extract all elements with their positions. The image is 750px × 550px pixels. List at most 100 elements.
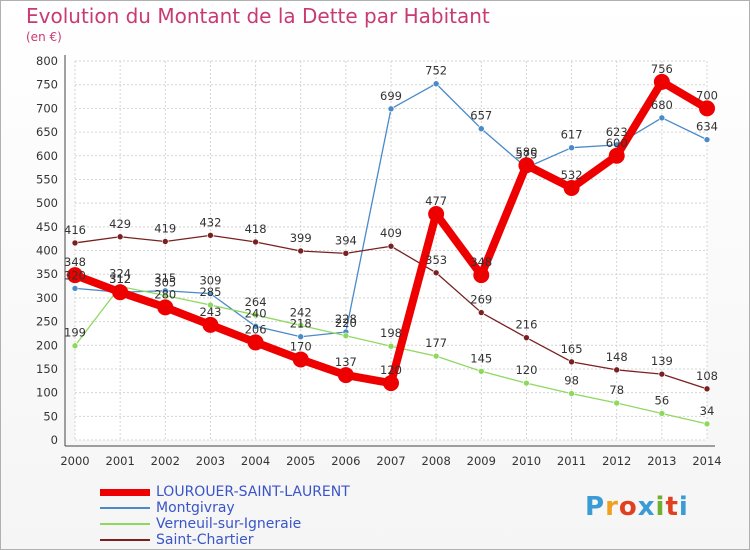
data-label: 324 <box>109 267 131 281</box>
data-point <box>157 299 174 316</box>
data-label: 198 <box>380 326 402 340</box>
data-label: 399 <box>290 231 312 245</box>
data-label: 269 <box>470 293 492 307</box>
data-label: 432 <box>199 215 221 229</box>
data-label: 137 <box>335 355 357 369</box>
data-label: 600 <box>606 136 628 150</box>
legend-label: LOUROUER-SAINT-LAURENT <box>156 484 350 500</box>
data-label: 312 <box>109 272 131 286</box>
logo-letter: i <box>678 492 689 522</box>
legend-swatch <box>100 488 150 496</box>
x-tick-label: 2002 <box>151 454 180 468</box>
data-label: 418 <box>245 222 267 236</box>
logo-letter: r <box>605 492 619 522</box>
data-label: 575 <box>515 148 537 162</box>
y-tick-label: 350 <box>36 267 58 281</box>
data-point <box>292 351 309 368</box>
data-point <box>116 233 124 241</box>
data-point <box>297 247 305 255</box>
data-point <box>207 301 214 309</box>
proxiti-logo: Proxiti <box>585 492 689 522</box>
y-tick-label: 50 <box>43 409 58 423</box>
data-label: 394 <box>335 233 357 247</box>
data-label: 305 <box>154 276 176 290</box>
data-label: 416 <box>64 223 86 237</box>
data-point <box>161 292 169 299</box>
data-label: 228 <box>335 312 357 326</box>
legend-label: Saint-Chartier <box>156 532 254 548</box>
data-point <box>71 342 79 350</box>
data-point <box>207 232 214 239</box>
data-label: 78 <box>609 383 624 397</box>
data-point <box>613 366 621 374</box>
data-label: 242 <box>290 305 312 319</box>
y-tick-label: 0 <box>51 433 58 447</box>
data-label: 680 <box>651 98 673 112</box>
data-label: 285 <box>199 285 221 299</box>
x-tick-label: 2014 <box>692 454 721 468</box>
data-point <box>658 114 666 122</box>
data-point <box>71 285 79 292</box>
y-tick-label: 750 <box>36 78 58 92</box>
data-label: 657 <box>470 109 492 123</box>
data-point <box>207 290 214 297</box>
legend: LOUROUER-SAINT-LAURENT Montgivray Verneuil… <box>100 484 400 548</box>
x-tick-label: 2004 <box>241 454 270 468</box>
x-tick-label: 2013 <box>647 454 676 468</box>
legend-swatch <box>100 523 150 525</box>
data-label: 218 <box>290 317 312 331</box>
data-label: 309 <box>199 274 221 288</box>
data-point <box>252 238 259 246</box>
y-tick-label: 550 <box>36 172 58 186</box>
legend-label: Verneuil-sur-Igneraie <box>156 516 302 532</box>
y-tick-label: 450 <box>36 220 58 234</box>
data-point <box>518 157 535 174</box>
data-point <box>297 322 305 329</box>
y-tick-label: 650 <box>36 125 58 139</box>
data-label: 623 <box>606 125 628 139</box>
data-point <box>477 309 485 316</box>
data-label: 312 <box>109 272 131 286</box>
data-point <box>608 147 625 164</box>
legend-swatch <box>100 507 150 509</box>
data-label: 634 <box>696 120 718 134</box>
data-point <box>337 367 354 384</box>
data-point <box>387 242 395 250</box>
x-tick-label: 2010 <box>512 454 541 468</box>
logo-letter: t <box>665 492 679 522</box>
x-tick-label: 2012 <box>602 454 631 468</box>
data-point <box>342 332 350 340</box>
logo-letter: P <box>585 492 606 522</box>
logo-letter: o <box>618 492 638 522</box>
data-label: 419 <box>154 221 176 235</box>
data-point <box>428 206 445 223</box>
x-tick-label: 2001 <box>106 454 135 468</box>
data-point <box>202 316 219 333</box>
data-point <box>383 375 399 392</box>
data-label: 120 <box>515 363 537 377</box>
data-label: 165 <box>561 342 583 356</box>
data-label: 280 <box>154 287 176 301</box>
data-point <box>703 136 711 143</box>
data-point <box>297 333 305 341</box>
data-label: 532 <box>561 168 583 182</box>
data-point <box>432 269 440 277</box>
data-label: 220 <box>335 316 357 330</box>
data-label: 148 <box>606 350 628 364</box>
x-tick-label: 2000 <box>60 454 89 468</box>
data-point <box>613 399 621 407</box>
y-tick-label: 400 <box>36 244 58 258</box>
data-label: 139 <box>651 354 673 368</box>
data-label: 429 <box>109 217 131 231</box>
y-tick-label: 600 <box>36 149 58 163</box>
data-label: 177 <box>425 336 447 350</box>
logo-letter: i <box>655 492 666 522</box>
data-label: 699 <box>380 89 402 103</box>
data-point <box>523 379 530 387</box>
data-label: 315 <box>154 271 176 285</box>
data-label: 320 <box>64 268 86 282</box>
data-point <box>252 322 259 330</box>
data-label: 700 <box>696 88 718 102</box>
data-point <box>568 358 575 366</box>
